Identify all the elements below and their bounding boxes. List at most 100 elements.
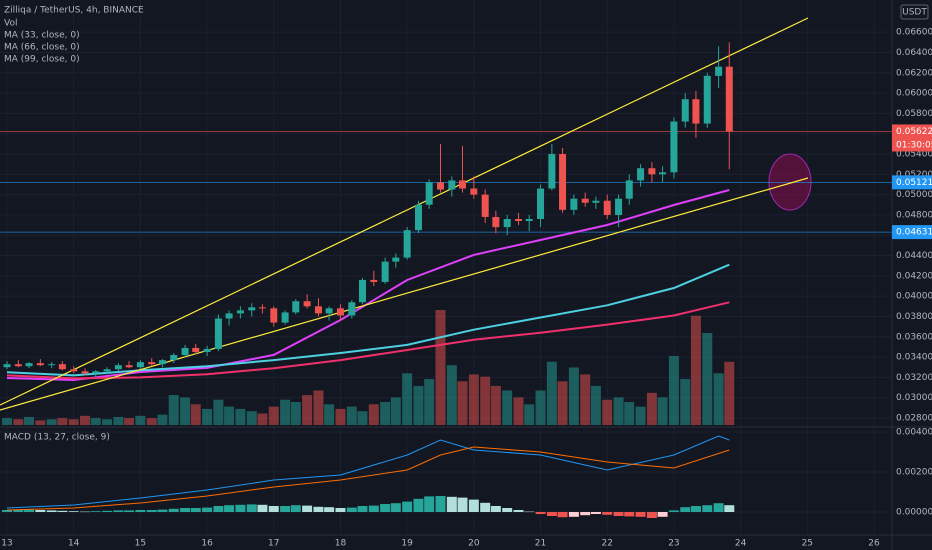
macd-histogram-bar (635, 512, 646, 517)
macd-histogram-bar (702, 505, 713, 512)
macd-histogram-bar (680, 507, 691, 512)
macd-histogram-bar (368, 505, 379, 512)
macd-histogram-bar (13, 510, 24, 512)
currency[interactable]: USDT (902, 8, 927, 18)
candle-body (637, 168, 645, 181)
candle-body (392, 257, 400, 262)
y-tick-label: 0.03200 (896, 373, 932, 383)
candle-body (25, 363, 33, 367)
macd-histogram-bar (180, 508, 191, 512)
candle-body (381, 261, 389, 282)
volume-bar (224, 406, 235, 425)
x-tick-label: 25 (802, 539, 813, 549)
macd-histogram-bar (190, 508, 201, 512)
macd-histogram-bar (246, 504, 257, 512)
candle-body (236, 310, 244, 314)
x-tick-label: 16 (201, 539, 213, 549)
macd-histogram-bar (280, 506, 291, 512)
volume-bar (380, 402, 391, 425)
candle-body (92, 371, 100, 374)
volume-bar (490, 385, 501, 425)
volume-bar (80, 415, 91, 425)
macd-histogram-bar (480, 502, 491, 512)
candle-body (181, 347, 189, 356)
price-tag (892, 225, 932, 240)
macd-histogram-bar (113, 510, 124, 512)
x-tick-label: 26 (868, 539, 880, 549)
macd-histogram-bar (2, 510, 13, 512)
candle-body (292, 301, 300, 313)
x-tick-label: 18 (335, 539, 347, 549)
volume-bar (413, 385, 424, 425)
grid (0, 0, 892, 535)
macd-histogram-bar (235, 504, 246, 512)
macd-histogram-bar (135, 510, 146, 512)
macd-histogram-bar (380, 504, 391, 512)
volume-bar (435, 310, 446, 425)
volume-bar (13, 419, 24, 425)
macd-histogram-bar (268, 506, 279, 512)
volume-bar (513, 397, 524, 425)
candle-body (648, 168, 656, 175)
candle-body (314, 306, 322, 314)
marks (0, 17, 892, 518)
x-tick-label: 15 (135, 539, 146, 549)
volume-bar (702, 333, 713, 425)
candle-body (492, 216, 500, 228)
volume-bar (668, 356, 679, 425)
x-tick-label: 19 (401, 539, 413, 549)
countdown: 01:30:05 (896, 140, 932, 150)
currency-box[interactable] (900, 4, 929, 20)
volume-bar (624, 402, 635, 425)
trend-line (0, 177, 809, 411)
countdown-tag (892, 138, 932, 152)
macd-histogram-bar (468, 499, 479, 512)
y-tick-label: 0.06000 (896, 89, 932, 99)
volume-bar (480, 376, 491, 425)
volume-bar (324, 404, 335, 425)
candle-body (570, 198, 578, 210)
y-tick-label: 0.05000 (896, 190, 932, 200)
candle-body (48, 364, 56, 366)
volume-bar (24, 416, 35, 425)
candle-body (603, 200, 611, 215)
candle-body (158, 360, 166, 365)
candle-body (481, 194, 489, 217)
macd-histogram-bar (513, 510, 524, 512)
macd-histogram-bar (324, 507, 335, 512)
macd-histogram-bar (613, 512, 624, 516)
macd-histogram-bar (624, 512, 635, 517)
candle-body (592, 200, 600, 203)
macd-histogram-bar (57, 510, 68, 512)
candle-body (348, 302, 356, 316)
volume-bar (390, 397, 401, 425)
macd-histogram-bar (213, 506, 224, 512)
symbol-title: Zilliqa / TetherUS, 4h, BINANCE (4, 6, 144, 16)
volume-bar (68, 419, 79, 425)
x-tick-label: 22 (602, 539, 613, 549)
macd-histogram-bar (290, 505, 301, 512)
volume-bar (424, 379, 435, 425)
price-tag-label: 0.05622 (896, 127, 932, 137)
y-tick-label: 0.05400 (896, 150, 932, 160)
candle-body (258, 307, 266, 309)
macd-label: MACD (13, 27, close, 9) (4, 433, 110, 443)
volume-bar (368, 404, 379, 425)
ma-label: MA (99, close, 0) (4, 55, 80, 65)
macd-histogram-bar (390, 503, 401, 512)
volume-bar (57, 418, 68, 425)
macd-histogram-bar (535, 512, 546, 514)
candle-body (470, 188, 478, 195)
macd-histogram-bar (257, 504, 268, 512)
candle-body (425, 182, 433, 205)
macd-histogram-bar (657, 512, 668, 517)
y-tick-label: 0.03400 (896, 353, 932, 363)
candle-body (3, 364, 11, 368)
x-tick-label: 24 (735, 539, 747, 549)
volume-bar (580, 374, 591, 425)
x-tick-label: 17 (268, 539, 279, 549)
macd-line (6, 435, 730, 509)
macd-histogram-bar (646, 512, 657, 518)
macd-histogram-bar (35, 510, 46, 512)
volume-label: Vol (4, 19, 17, 29)
